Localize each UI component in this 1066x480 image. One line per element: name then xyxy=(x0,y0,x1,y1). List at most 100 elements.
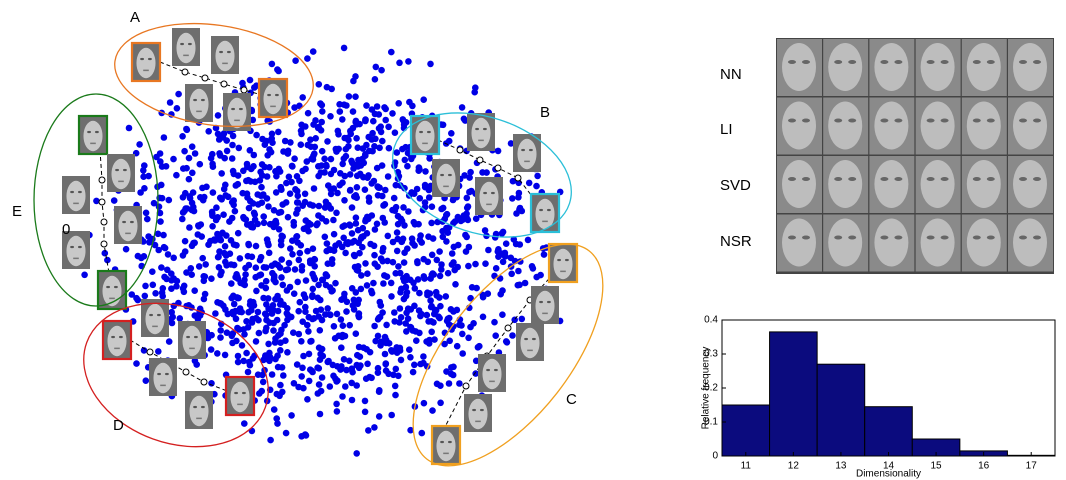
face xyxy=(482,358,502,390)
mouth xyxy=(478,139,484,142)
dot xyxy=(265,241,272,249)
mouth xyxy=(152,325,158,328)
trajectory-node xyxy=(462,382,470,390)
ellipse-d xyxy=(83,302,269,448)
dot xyxy=(214,350,221,357)
dot xyxy=(397,314,405,321)
dot xyxy=(223,147,231,155)
grid-eye xyxy=(1033,235,1041,240)
dot xyxy=(299,202,307,209)
dot xyxy=(472,215,480,222)
dot xyxy=(211,237,219,244)
dot xyxy=(398,238,405,246)
dot xyxy=(339,116,346,123)
mouth xyxy=(109,297,115,300)
dot xyxy=(346,221,353,228)
eye xyxy=(440,173,445,177)
dot xyxy=(432,307,440,314)
dot xyxy=(274,261,282,269)
grid-eye xyxy=(940,60,949,64)
grid-face xyxy=(1013,160,1047,208)
eye xyxy=(186,335,191,339)
dot xyxy=(379,244,387,252)
dot xyxy=(403,328,410,335)
face-thumbnails xyxy=(62,28,579,466)
dot xyxy=(241,281,249,289)
dot xyxy=(263,301,270,308)
dot xyxy=(165,338,173,345)
dot xyxy=(315,212,322,219)
dot xyxy=(272,335,279,342)
dot xyxy=(273,172,280,180)
dot xyxy=(371,76,379,83)
grid-eye xyxy=(940,177,949,181)
dot xyxy=(216,150,223,157)
dot xyxy=(296,298,304,306)
dot xyxy=(337,170,344,177)
dot xyxy=(370,279,377,287)
dot xyxy=(310,185,318,192)
row-label: SVD xyxy=(720,177,751,194)
dot xyxy=(269,302,277,309)
dot xyxy=(267,436,274,444)
dot xyxy=(391,129,399,136)
dot xyxy=(273,415,281,422)
dot xyxy=(332,242,339,249)
grid-eye xyxy=(894,118,903,123)
grid-eye xyxy=(788,60,796,64)
dot xyxy=(254,371,262,379)
grid-eye xyxy=(880,60,889,64)
dot xyxy=(384,257,391,265)
dot xyxy=(274,352,281,360)
eye xyxy=(70,190,75,194)
dot xyxy=(391,309,398,316)
eye xyxy=(94,130,99,134)
dot xyxy=(277,237,285,244)
dot xyxy=(249,224,257,231)
label-b: B xyxy=(540,104,550,121)
dot xyxy=(305,377,313,385)
dot xyxy=(466,188,473,196)
grid-face xyxy=(782,101,816,150)
dot xyxy=(282,266,290,274)
dot xyxy=(295,307,303,315)
dot xyxy=(500,251,508,259)
face xyxy=(176,32,196,64)
eye xyxy=(557,258,562,262)
dot xyxy=(352,220,360,227)
dot xyxy=(155,348,162,355)
dot xyxy=(499,228,507,236)
dot xyxy=(128,291,136,298)
dot xyxy=(405,208,412,215)
dot xyxy=(291,104,298,111)
dot xyxy=(353,184,361,191)
dot xyxy=(251,84,258,91)
dot xyxy=(260,213,268,220)
dot xyxy=(354,163,362,170)
dot xyxy=(348,379,356,387)
dot xyxy=(318,162,325,169)
face xyxy=(118,210,138,242)
dot xyxy=(472,260,479,268)
dot xyxy=(415,164,423,171)
grid-face xyxy=(1013,218,1047,267)
dot xyxy=(393,247,401,255)
face xyxy=(263,83,283,115)
dot xyxy=(371,226,379,233)
grid-eye xyxy=(848,60,857,64)
dot xyxy=(322,271,330,278)
dot xyxy=(415,307,423,314)
dot xyxy=(181,248,189,255)
dot xyxy=(270,274,278,281)
dot xyxy=(427,60,434,68)
grid-eye xyxy=(834,60,843,64)
dot xyxy=(240,213,247,221)
dot xyxy=(179,215,186,223)
dot xyxy=(293,187,301,195)
dot xyxy=(241,420,248,427)
dot xyxy=(444,269,452,277)
dot xyxy=(371,251,378,259)
trajectory-node xyxy=(456,146,464,154)
dot xyxy=(183,126,191,134)
dot xyxy=(374,332,382,340)
